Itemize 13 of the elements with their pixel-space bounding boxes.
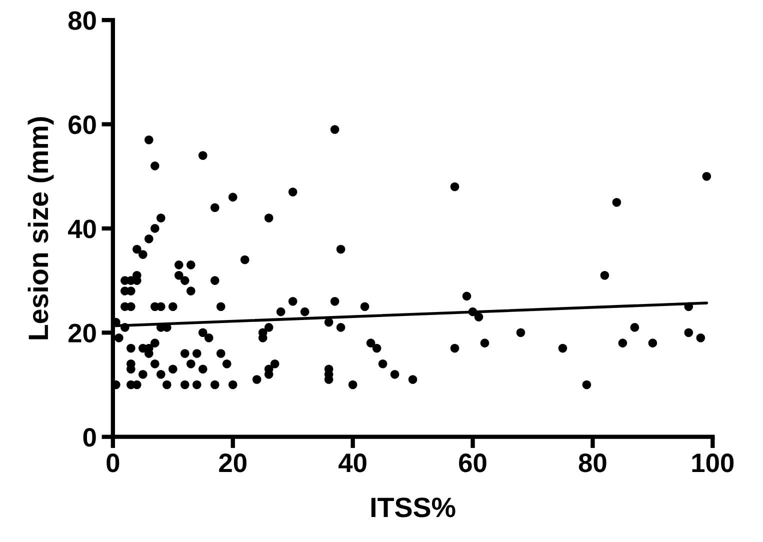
y-tick-label: 60 bbox=[68, 115, 96, 134]
x-tick-label: 20 bbox=[219, 454, 246, 472]
y-tick-label: 20 bbox=[68, 324, 96, 342]
x-tick-label: 0 bbox=[106, 454, 120, 472]
y-tick-label: 0 bbox=[83, 428, 96, 447]
y-tick-label: 80 bbox=[68, 11, 96, 30]
x-tick-label: 40 bbox=[338, 454, 366, 472]
x-axis-title: ITSS% bbox=[371, 498, 456, 518]
y-axis-title: Lesion size (mm) bbox=[28, 117, 54, 340]
x-tick-label: 80 bbox=[578, 454, 606, 472]
x-tick-label: 60 bbox=[459, 454, 486, 472]
x-tick-label: 100 bbox=[692, 454, 734, 472]
y-tick-label: 40 bbox=[68, 220, 96, 238]
